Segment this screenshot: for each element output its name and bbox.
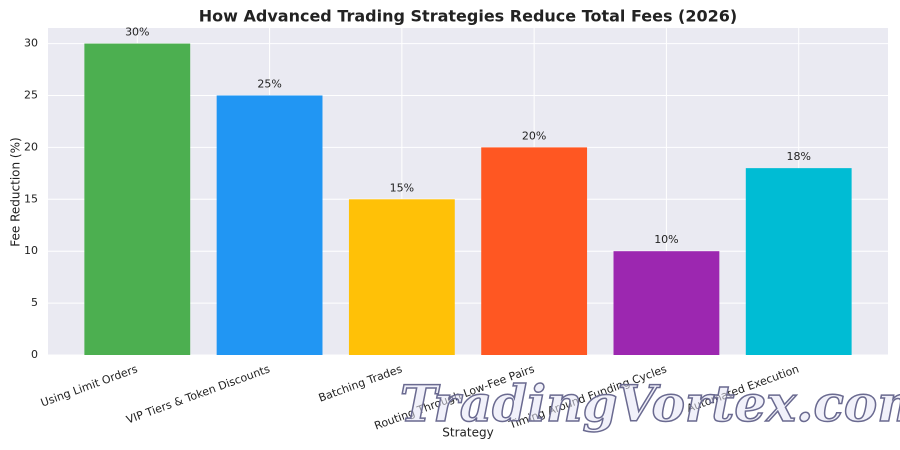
- x-tick-label: Batching Trades: [317, 362, 404, 404]
- value-label: 20%: [522, 129, 546, 142]
- value-label: 10%: [654, 233, 678, 246]
- y-tick-label: 0: [31, 348, 38, 361]
- value-label: 25%: [257, 77, 281, 90]
- chart-title: How Advanced Trading Strategies Reduce T…: [199, 7, 737, 26]
- y-tick-label: 25: [24, 88, 38, 101]
- x-axis-label: Strategy: [442, 426, 493, 440]
- y-tick-label: 15: [24, 192, 38, 205]
- value-label: 30%: [125, 26, 149, 39]
- y-tick-label: 5: [31, 296, 38, 309]
- bar: [481, 147, 588, 355]
- y-axis-label: Fee Reduction (%): [9, 137, 23, 246]
- bar: [348, 199, 455, 355]
- y-tick-label: 20: [24, 140, 38, 153]
- bar: [216, 95, 323, 355]
- x-tick-label: VIP Tiers & Token Discounts: [125, 362, 272, 426]
- y-tick-label: 30: [24, 37, 38, 50]
- x-tick-label: Using Limit Orders: [39, 362, 140, 409]
- y-tick-label: 10: [24, 244, 38, 257]
- bar: [745, 168, 852, 355]
- bar: [613, 251, 720, 355]
- watermark: TradingVortex.com: [400, 374, 900, 433]
- bar: [84, 43, 191, 355]
- value-label: 15%: [390, 181, 414, 194]
- value-label: 18%: [786, 150, 810, 163]
